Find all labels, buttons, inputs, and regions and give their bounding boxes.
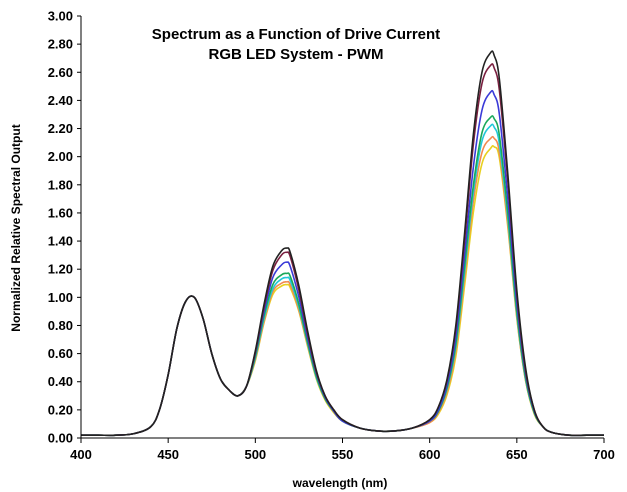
- series-line-4: [81, 115, 604, 437]
- y-tick-label: 0.20: [48, 402, 73, 417]
- y-tick-label: 3.00: [48, 9, 73, 24]
- y-tick-label: 1.20: [48, 262, 73, 277]
- y-tick-label: 1.00: [48, 290, 73, 305]
- y-tick-label: 0.80: [48, 318, 73, 333]
- y-tick-label: 2.60: [48, 65, 73, 80]
- x-tick-label: 600: [419, 447, 441, 462]
- y-tick-label: 0.40: [48, 374, 73, 389]
- series-line-5: [81, 123, 604, 437]
- y-tick-labels: 0.00 0.20 0.40 0.60 0.80 1.00 1.20 1.40 1.60 1.80…: [48, 9, 81, 446]
- y-tick-label: 2.00: [48, 149, 73, 164]
- y-tick-label: 2.80: [48, 37, 73, 52]
- y-tick-label: 0.00: [48, 431, 73, 446]
- series-line-6: [81, 135, 604, 437]
- x-tick-label: 550: [332, 447, 354, 462]
- y-tick-label: 2.20: [48, 121, 73, 136]
- x-tick-label: 400: [70, 447, 92, 462]
- y-tick-label: 1.60: [48, 205, 73, 220]
- x-tick-labels: 400 450 500 550 600 650 700: [70, 438, 615, 462]
- y-tick-label: 1.80: [48, 177, 73, 192]
- x-tick-label: 500: [244, 447, 266, 462]
- series-line-1: [81, 50, 604, 437]
- chart-title: Spectrum as a Function of Drive Current: [152, 26, 440, 43]
- x-tick-label: 650: [506, 447, 528, 462]
- x-axis-label: wavelength (nm): [292, 476, 388, 490]
- y-tick-label: 1.40: [48, 234, 73, 249]
- chart-subtitle: RGB LED System - PWM: [208, 46, 383, 63]
- x-tick-label: 700: [593, 447, 615, 462]
- y-tick-label: 0.60: [48, 346, 73, 361]
- y-axis-label: Normalized Relative Spectral Output: [9, 124, 23, 331]
- x-tick-label: 450: [157, 447, 179, 462]
- plot-layer: [81, 50, 604, 437]
- y-tick-label: 2.40: [48, 93, 73, 108]
- series-line-7: [81, 145, 604, 437]
